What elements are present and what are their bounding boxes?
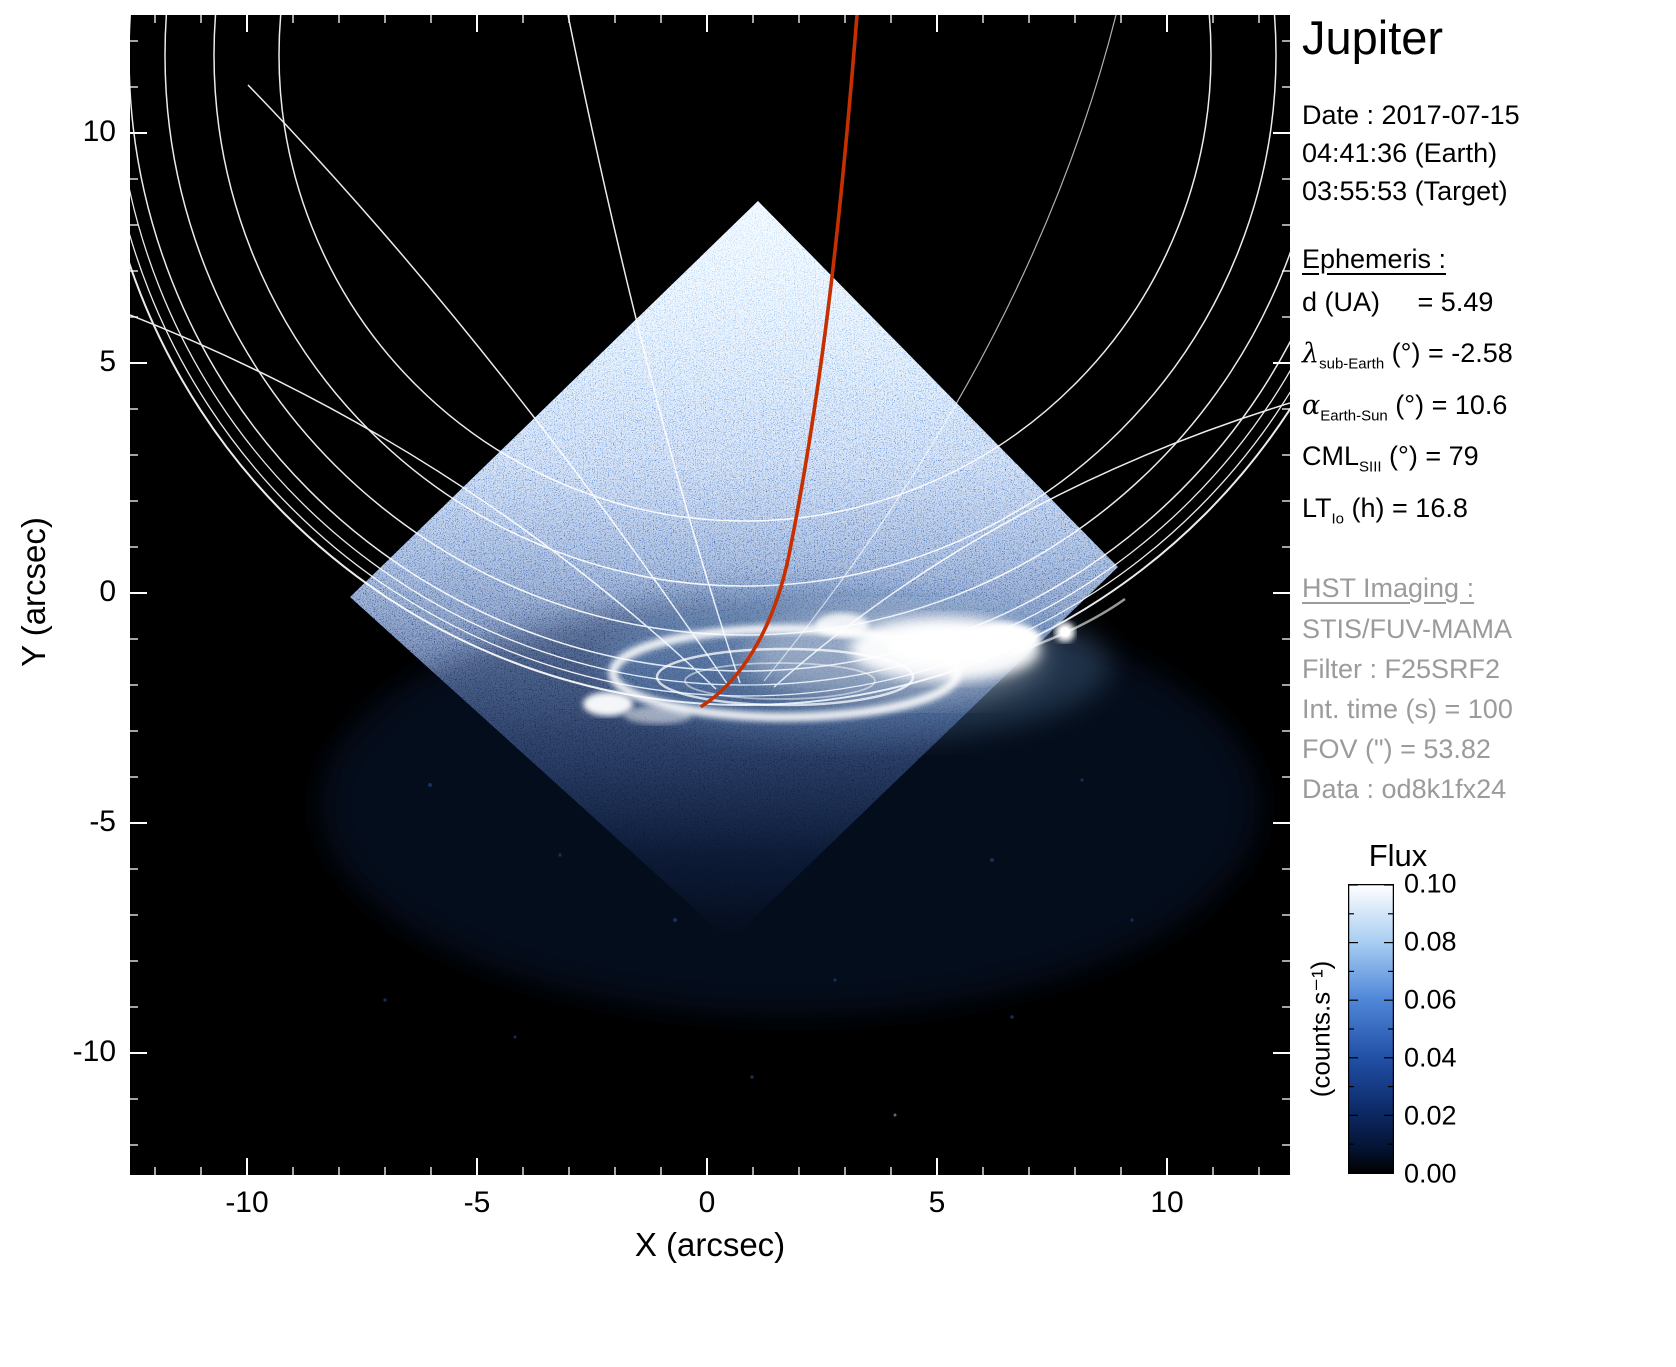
- colorbar-tick-marks: [1349, 884, 1393, 1174]
- ephemeris-heading: Ephemeris :: [1302, 244, 1447, 274]
- ephemeris-row-phase-angle: αEarth-Sun (°) = 10.6: [1302, 385, 1674, 436]
- hst-int-time: Int. time (s) = 100: [1302, 693, 1513, 724]
- info-panel: Jupiter Date : 2017-07-15 04:41:36 (Eart…: [1302, 12, 1674, 809]
- symbol: CML: [1302, 441, 1360, 472]
- symbol-subscript: SIII: [1359, 458, 1382, 476]
- colorbar-title: Flux: [1368, 838, 1428, 873]
- colorbar-unit: (counts.s⁻¹): [1305, 960, 1336, 1098]
- colorbar-tick-label: 0.06: [1404, 984, 1457, 1015]
- axis-tick-marks: [130, 15, 1290, 1175]
- ephemeris-row-distance: d (UA) = 5.49: [1302, 282, 1674, 333]
- footprint-track: [700, 15, 859, 708]
- colorbar-gradient: [1348, 884, 1394, 1174]
- colorbar-tick-label: 0.00: [1404, 1158, 1457, 1189]
- value: (°) = -2.58: [1384, 338, 1513, 369]
- hst-fov: FOV (") = 53.82: [1302, 733, 1491, 764]
- y-tick-label: 10: [82, 115, 116, 148]
- hst-imaging-heading: HST Imaging :: [1302, 572, 1475, 603]
- symbol: α: [1302, 389, 1321, 421]
- y-axis-title: Y (arcsec): [15, 517, 52, 667]
- ephemeris-block: d (UA) = 5.49 λsub-Earth (°) = -2.58 αEa…: [1302, 282, 1674, 539]
- colorbar-tick-label: 0.10: [1404, 868, 1457, 899]
- y-tick-label: 5: [99, 345, 116, 378]
- colorbar-tick-label: 0.04: [1404, 1042, 1457, 1073]
- symbol-subscript: sub-Earth: [1319, 355, 1385, 373]
- value: (°) = 10.6: [1387, 389, 1508, 420]
- ephemeris-row-cml: CMLSIII (°) = 79: [1302, 436, 1674, 487]
- x-tick-label: -10: [225, 1186, 269, 1219]
- hst-imaging-block: STIS/FUV-MAMA Filter : F25SRF2 Int. time…: [1302, 609, 1674, 809]
- colorbar: [1348, 884, 1394, 1174]
- date-block: Date : 2017-07-15 04:41:36 (Earth) 03:55…: [1302, 96, 1674, 210]
- ephemeris-row-io-localtime: LTIo (h) = 16.8: [1302, 488, 1674, 539]
- y-tick-label: 0: [99, 575, 116, 608]
- date-line: Date : 2017-07-15: [1302, 100, 1520, 130]
- symbol: d: [1302, 287, 1318, 317]
- x-axis-title: X (arcsec): [634, 1226, 786, 1263]
- x-tick-label: 5: [928, 1186, 946, 1219]
- background-specks: [383, 778, 1134, 1117]
- symbol-subscript: Earth-Sun: [1320, 407, 1388, 425]
- hst-instrument: STIS/FUV-MAMA: [1302, 613, 1513, 644]
- aurora: [583, 590, 1126, 740]
- y-tick-label: -10: [72, 1035, 116, 1068]
- symbol: λ: [1302, 338, 1320, 370]
- x-tick-label: 0: [698, 1186, 716, 1219]
- ephemeris-row-subearth-lat: λsub-Earth (°) = -2.58: [1302, 333, 1674, 384]
- colorbar-tick-label: 0.08: [1404, 926, 1457, 957]
- colorbar-tick-label: 0.02: [1404, 1100, 1457, 1131]
- value: (h) = 16.8: [1344, 492, 1468, 523]
- plot-area: [130, 15, 1290, 1175]
- earth-time-line: 04:41:36 (Earth): [1302, 138, 1498, 168]
- value: (UA) = 5.49: [1317, 287, 1494, 317]
- symbol-subscript: Io: [1331, 509, 1345, 527]
- y-tick-label: -5: [89, 805, 116, 838]
- value: (°) = 79: [1381, 441, 1479, 472]
- figure-title: Jupiter: [1302, 11, 1444, 64]
- hst-filter: Filter : F25SRF2: [1302, 653, 1501, 684]
- target-time-line: 03:55:53 (Target): [1302, 176, 1508, 206]
- x-tick-label: 10: [1150, 1186, 1184, 1219]
- x-tick-label: -5: [463, 1186, 491, 1219]
- symbol: LT: [1302, 492, 1332, 523]
- hst-data-id: Data : od8k1fx24: [1302, 773, 1507, 804]
